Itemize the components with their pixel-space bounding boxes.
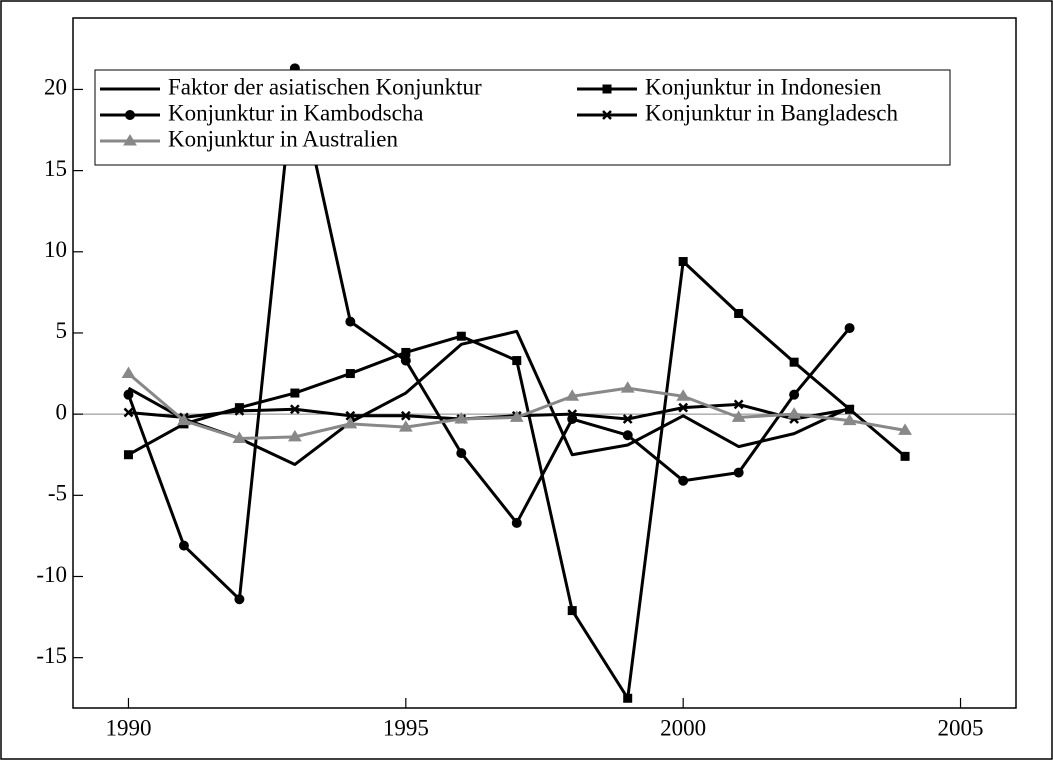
point-marker <box>398 420 413 432</box>
legend-box <box>94 69 951 166</box>
legend-marker <box>602 84 612 94</box>
point-marker <box>178 540 189 551</box>
point-marker <box>844 323 855 334</box>
point-marker <box>400 410 411 421</box>
point-marker <box>511 517 522 528</box>
legend-marker <box>602 110 612 120</box>
series-line <box>127 329 851 466</box>
x-tick-label: 2000 <box>660 715 706 740</box>
point-marker <box>234 594 245 605</box>
point-marker <box>343 416 358 429</box>
point-marker <box>177 413 191 426</box>
y-tick-label: 5 <box>56 318 68 343</box>
point-marker <box>678 402 689 413</box>
point-marker <box>676 389 691 401</box>
point-marker <box>623 693 633 703</box>
legend-label: Konjunktur in Australien <box>168 126 398 151</box>
point-marker <box>567 409 578 420</box>
point-marker <box>620 381 635 393</box>
point-marker <box>733 399 744 410</box>
point-marker <box>456 448 467 459</box>
y-tick-label: 0 <box>56 399 68 424</box>
point-marker <box>898 423 912 435</box>
y-tick-label: -10 <box>36 562 67 587</box>
point-marker <box>789 357 799 367</box>
point-marker <box>121 366 136 379</box>
point-marker <box>789 389 800 400</box>
y-tick-label: 15 <box>44 156 67 181</box>
x-tick-label: 1995 <box>383 715 429 740</box>
point-marker <box>565 389 580 401</box>
point-marker <box>900 451 910 461</box>
point-marker <box>400 355 411 366</box>
point-marker <box>787 407 802 419</box>
point-marker <box>345 316 356 327</box>
y-tick-label: 10 <box>44 237 67 262</box>
legend-label: Konjunktur in Indonesien <box>645 74 882 99</box>
point-marker <box>512 356 522 366</box>
point-marker <box>290 388 300 398</box>
point-marker <box>509 410 524 422</box>
point-marker <box>454 412 469 424</box>
legend-label: Faktor der asiatischen Konjunktur <box>168 74 482 99</box>
point-marker <box>622 430 633 441</box>
legend-label: Konjunktur in Bangladesch <box>645 100 898 125</box>
point-marker <box>123 389 134 400</box>
point-marker <box>123 450 133 460</box>
point-marker <box>567 606 577 616</box>
x-tick-label: 1990 <box>105 715 151 740</box>
point-marker <box>345 369 355 379</box>
point-marker <box>844 404 855 415</box>
y-tick-label: 20 <box>44 75 67 100</box>
point-marker <box>734 308 744 318</box>
point-marker <box>622 414 633 424</box>
point-marker <box>842 413 857 426</box>
legend-marker <box>125 110 135 120</box>
point-marker <box>678 257 688 267</box>
point-marker <box>345 410 356 421</box>
point-marker <box>287 429 302 442</box>
legend-marker <box>123 134 137 146</box>
point-marker <box>401 347 411 357</box>
point-marker <box>731 410 746 422</box>
point-marker <box>733 467 744 478</box>
series-line <box>127 66 851 601</box>
x-tick-label: 2005 <box>938 715 984 740</box>
point-marker <box>232 431 247 443</box>
point-marker <box>289 404 300 415</box>
legend-label: Konjunktur in Kambodscha <box>168 100 424 125</box>
y-tick-label: -5 <box>48 481 67 506</box>
point-marker <box>234 406 245 416</box>
y-tick-label: -15 <box>36 643 67 668</box>
point-marker <box>678 475 689 486</box>
plot-frame <box>72 17 1017 709</box>
point-marker <box>456 331 466 341</box>
point-marker <box>123 407 134 418</box>
